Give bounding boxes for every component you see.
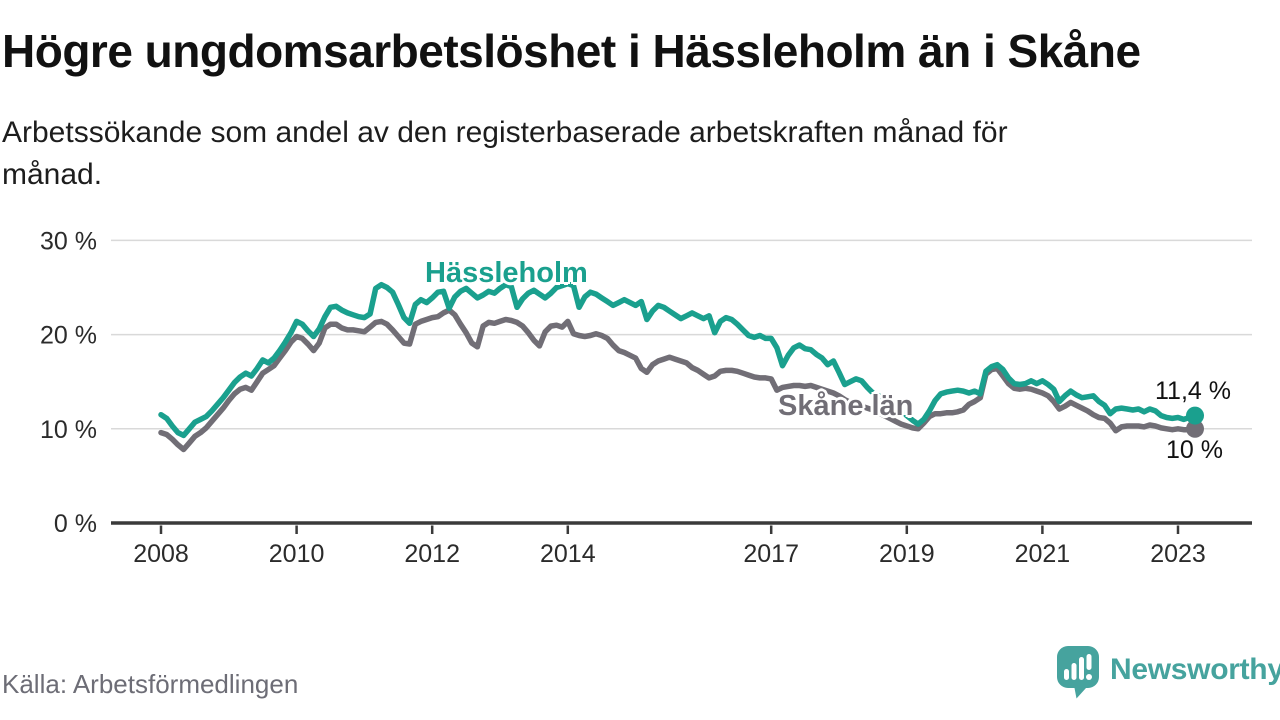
x-axis-label: 2017 bbox=[743, 540, 799, 568]
source-credit: Källa: Arbetsförmedlingen bbox=[2, 669, 299, 699]
x-axis-label: 2014 bbox=[540, 540, 596, 568]
end-value-hassleholm: 11,4 % bbox=[1155, 377, 1231, 405]
x-axis-label: 2023 bbox=[1150, 540, 1206, 568]
y-axis-label: 30 % bbox=[40, 227, 97, 255]
series-end-dot-hassleholm bbox=[1186, 406, 1204, 425]
series-label-hassleholm: Hässleholm bbox=[425, 257, 588, 289]
y-axis-label: 20 % bbox=[40, 322, 97, 350]
chart-subtitle-line-1: Arbetssökande som andel av den registerb… bbox=[2, 116, 1008, 149]
series-line-hassleholm bbox=[158, 280, 1198, 439]
x-axis-label: 2012 bbox=[404, 540, 460, 568]
chart-subtitle-line-2: månad. bbox=[2, 158, 103, 191]
end-value-skane: 10 % bbox=[1166, 436, 1223, 464]
exclamation-bar bbox=[1086, 654, 1092, 670]
series-label-skane: Skåne län bbox=[778, 390, 914, 422]
bar-medium bbox=[1071, 663, 1077, 680]
speech-bubble-shape bbox=[1057, 646, 1099, 699]
x-axis-label: 2010 bbox=[269, 540, 325, 568]
chart-title: Högre ungdomsarbetslöshet i Hässleholm ä… bbox=[2, 25, 1141, 77]
bar-large bbox=[1079, 657, 1084, 680]
x-axis-label: 2019 bbox=[879, 540, 935, 568]
y-axis-label: 0 % bbox=[54, 510, 97, 538]
newsworthy-speech-bubble-chart-icon bbox=[1057, 646, 1099, 699]
x-axis-label: 2021 bbox=[1015, 540, 1071, 568]
chart-subtitle: Arbetssökande som andel av den registerb… bbox=[2, 112, 1272, 196]
bar-small bbox=[1064, 669, 1069, 680]
series-line-skane bbox=[158, 307, 1198, 453]
x-axis-label: 2008 bbox=[133, 540, 189, 568]
exclamation-dot bbox=[1086, 674, 1092, 680]
newsworthy-logo: Newsworthy bbox=[1056, 645, 1280, 699]
series-end-dot-skane bbox=[1186, 419, 1204, 438]
newsworthy-wordmark: Newsworthy bbox=[1110, 653, 1280, 686]
y-axis-label: 10 % bbox=[40, 416, 97, 444]
